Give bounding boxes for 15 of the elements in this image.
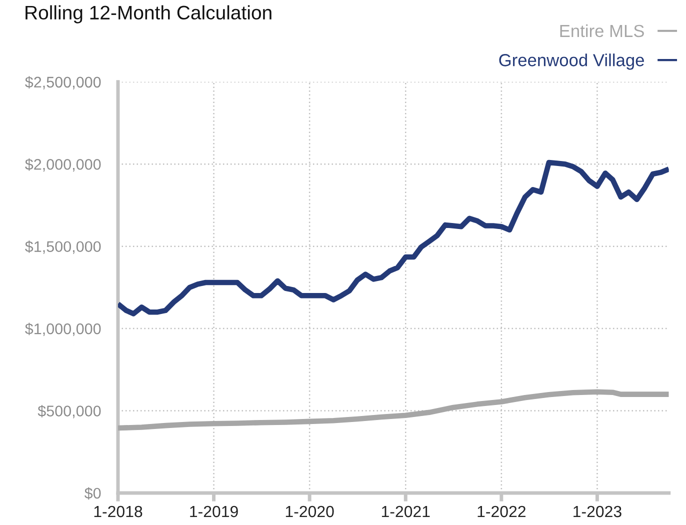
- y-tick-label: $2,000,000: [25, 158, 101, 172]
- legend-label: Greenwood Village: [499, 54, 644, 70]
- legend-label: Entire MLS: [560, 24, 644, 38]
- x-tick-label: 1-2020: [286, 506, 334, 518]
- y-tick-label: $500,000: [38, 404, 101, 418]
- y-tick-label: $0: [84, 487, 101, 500]
- chart-title: Rolling 12-Month Calculation: [26, 5, 272, 24]
- x-tick-label: 1-2022: [478, 506, 526, 518]
- y-tick-label: $2,500,000: [25, 76, 101, 90]
- x-tick-label: 1-2018: [94, 506, 142, 518]
- y-tick-label: $1,000,000: [25, 322, 101, 336]
- y-tick-label: $1,500,000: [25, 240, 101, 254]
- x-tick-label: 1-2021: [382, 506, 430, 518]
- x-tick-label: 1-2023: [574, 506, 622, 518]
- x-tick-label: 1-2019: [190, 506, 238, 518]
